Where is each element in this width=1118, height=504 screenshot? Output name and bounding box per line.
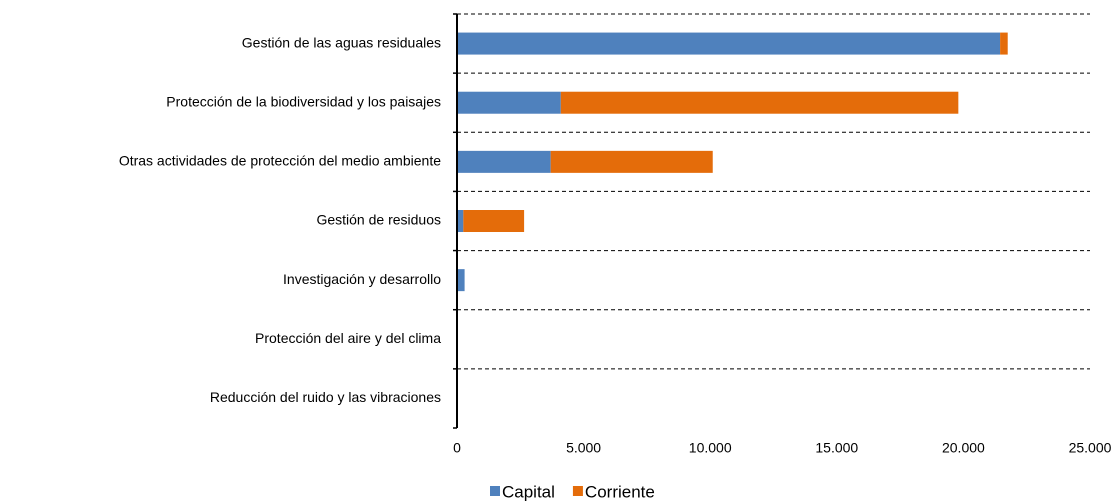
bar-segment xyxy=(457,269,465,292)
legend-label: Capital xyxy=(502,482,555,501)
x-tick-label: 0 xyxy=(453,440,461,456)
x-tick-label: 5.000 xyxy=(566,440,601,456)
category-label: Investigación y desarrollo xyxy=(283,271,441,287)
legend-swatch xyxy=(572,486,583,496)
bar-segment xyxy=(457,150,551,173)
bar-segment xyxy=(457,210,464,232)
bar-segment xyxy=(1000,32,1008,55)
category-label: Gestión de las aguas residuales xyxy=(242,34,441,50)
legend-swatch xyxy=(490,486,500,496)
category-label: Protección de la biodiversidad y los pai… xyxy=(166,93,441,109)
category-label: Protección del aire y del clima xyxy=(255,330,441,346)
x-tick-label: 25.000 xyxy=(1069,440,1112,456)
bar-segment xyxy=(457,32,1001,55)
x-tick-label: 10.000 xyxy=(689,440,732,456)
bar-segment xyxy=(457,91,561,114)
bar-segment xyxy=(463,210,525,232)
x-tick-label: 15.000 xyxy=(815,440,858,456)
legend-label: Corriente xyxy=(585,482,655,501)
x-tick-label: 20.000 xyxy=(942,440,985,456)
category-label: Otras actividades de protección del medi… xyxy=(119,153,441,169)
bar-segment xyxy=(550,150,713,173)
bar-segment xyxy=(560,91,959,114)
category-label: Gestión de residuos xyxy=(316,212,441,228)
category-label: Reducción del ruido y las vibraciones xyxy=(210,389,441,405)
